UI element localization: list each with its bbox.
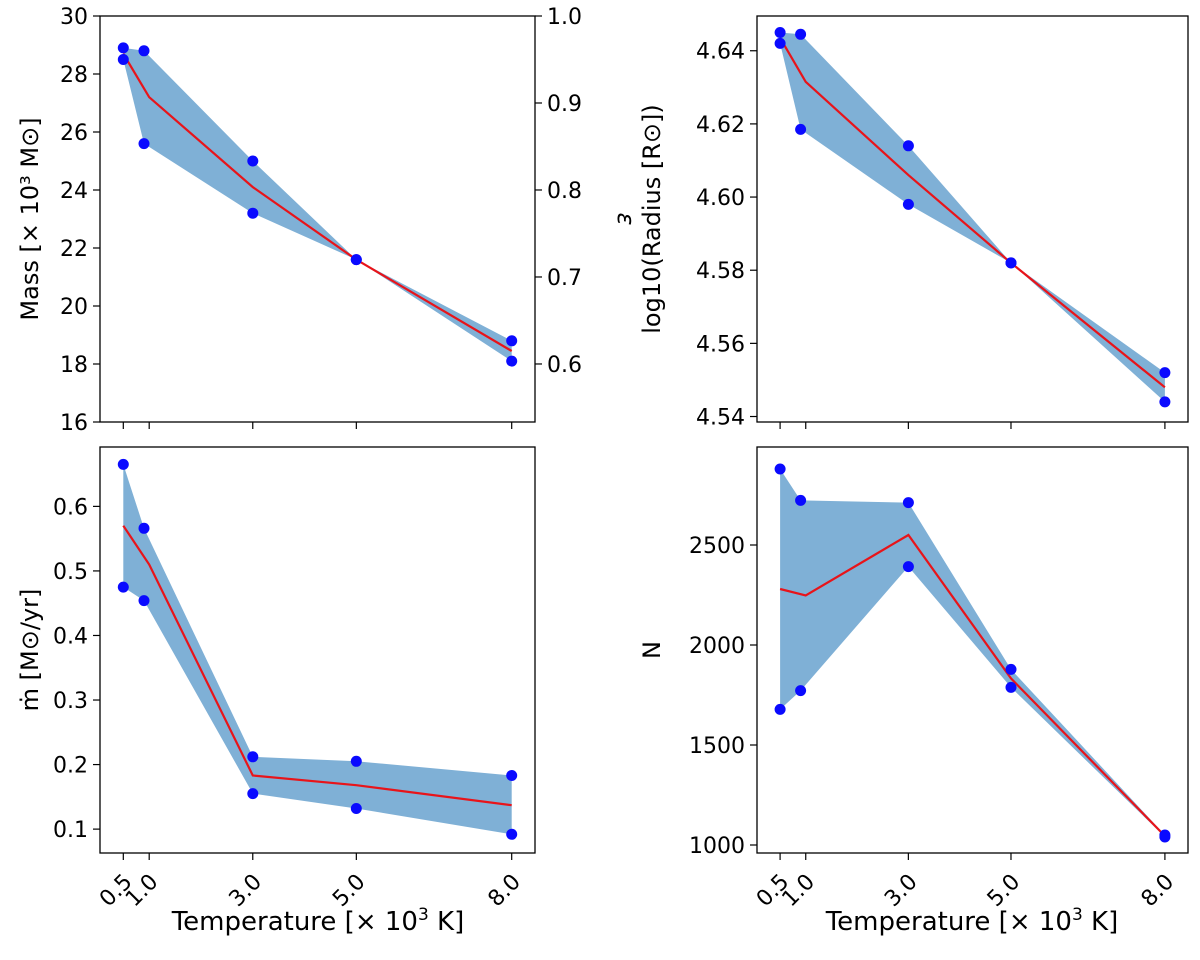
- data-point: [1159, 831, 1171, 843]
- mean-line: [122, 53, 513, 352]
- data-point: [902, 497, 914, 509]
- y-tick-label: 2000: [689, 634, 745, 659]
- data-point: [902, 198, 914, 210]
- data-point: [138, 595, 150, 607]
- data-point: [795, 123, 807, 135]
- data-point: [506, 828, 518, 840]
- data-point: [138, 138, 150, 150]
- y-tick-label: 0.2: [53, 754, 88, 779]
- y-tick-label: 4.60: [696, 186, 745, 211]
- x-axis-label-right: Temperature [× 103 K]: [825, 905, 1119, 937]
- panel-radius: 4.54 4.56 4.58 4.60 4.62 4.64 log10(Radius [R⊙…: [638, 15, 1189, 431]
- x-tick-label: 8.0: [484, 870, 526, 912]
- panel-mass: 16 18 20 22 24 26 28 30 0.6 0.7 0.8 0.9 1.0 ε Mass [× …: [16, 5, 640, 436]
- data-point: [350, 755, 362, 767]
- data-point: [506, 770, 518, 781]
- data-point: [247, 751, 259, 763]
- data-point: [902, 561, 914, 573]
- y-tick-label: 30: [60, 5, 88, 30]
- mean-line: [779, 37, 1166, 389]
- y-tick-label: 22: [60, 237, 88, 262]
- y-tick-label: 2500: [689, 534, 745, 559]
- y-tick-label: 0.5: [53, 560, 88, 585]
- data-point: [506, 355, 518, 367]
- data-point: [247, 788, 259, 800]
- data-point: [1005, 257, 1017, 269]
- x-tick-label: 3.0: [880, 870, 922, 912]
- x-tick-label: 5.0: [328, 870, 370, 912]
- x-axis-label-left: Temperature [× 103 K]: [171, 905, 465, 937]
- data-point: [1159, 396, 1171, 408]
- spread-band: [780, 469, 1165, 837]
- spread-band: [780, 32, 1165, 402]
- spread-band: [123, 47, 512, 362]
- y-axis-label: N: [638, 641, 666, 659]
- data-point: [795, 28, 807, 40]
- spread-band: [123, 464, 512, 835]
- data-point: [138, 522, 150, 534]
- y-tick-label: 26: [60, 121, 88, 146]
- data-point: [117, 458, 129, 470]
- data-point: [902, 140, 914, 152]
- data-point: [506, 335, 518, 347]
- data-point: [117, 54, 129, 65]
- y-tick-label: 0.6: [53, 495, 88, 520]
- y-tick-label: 0.1: [53, 818, 88, 843]
- y-tick-label: 24: [60, 179, 88, 204]
- data-point: [795, 494, 807, 506]
- y2-tick-label: 0.8: [547, 179, 582, 204]
- y-tick-label: 18: [60, 353, 88, 378]
- y-tick-label: 20: [60, 295, 88, 320]
- data-point: [795, 685, 807, 697]
- data-point: [774, 27, 786, 38]
- y2-tick-label: 0.7: [547, 266, 582, 291]
- y-tick-label: 16: [60, 411, 88, 436]
- data-point: [247, 207, 259, 219]
- x-tick-label: 1.0: [778, 870, 820, 912]
- x-tick-label: 5.0: [983, 870, 1025, 912]
- mean-line: [122, 525, 512, 807]
- axes-frame: [99, 15, 536, 423]
- y-tick-label: 4.62: [696, 113, 745, 138]
- y-axis-label: log10(Radius [R⊙]): [638, 104, 666, 333]
- y2-tick-label: 0.9: [547, 92, 582, 117]
- y-tick-label: 1000: [689, 834, 745, 859]
- y-tick-label: 4.64: [696, 40, 745, 65]
- data-point: [1005, 663, 1017, 675]
- y2-tick-label: 1.0: [547, 5, 582, 30]
- x-tick-label: 3.0: [225, 870, 267, 912]
- data-point: [774, 37, 786, 49]
- data-point: [117, 42, 129, 54]
- axes-frame: [756, 15, 1189, 423]
- y-tick-label: 4.56: [696, 332, 745, 357]
- axes-frame: [756, 446, 1189, 854]
- y2-axis-label: ε: [612, 213, 640, 226]
- y-tick-label: 0.3: [53, 689, 88, 714]
- y2-tick-label: 0.6: [547, 353, 582, 378]
- data-point: [774, 703, 786, 715]
- x-tick-label: 1.0: [121, 870, 163, 912]
- y-axis-label: Mass [× 10³ M⊙]: [16, 117, 44, 320]
- data-point: [774, 463, 786, 475]
- data-point: [117, 581, 129, 593]
- y-axis-label: ṁ [M⊙/yr]: [16, 589, 44, 712]
- data-point: [350, 803, 362, 814]
- data-point: [1005, 681, 1017, 693]
- mean-line: [779, 533, 1166, 837]
- data-point: [247, 155, 259, 167]
- y-tick-label: 4.54: [696, 406, 745, 431]
- data-point: [138, 45, 150, 57]
- data-point: [1159, 367, 1171, 379]
- y-tick-label: 4.58: [696, 259, 745, 284]
- panel-mdot: 0.10.20.30.40.50.60.51.0 3.0 5.0 8.0ṁ [M⊙/y…: [16, 446, 536, 912]
- y-tick-label: 0.4: [53, 624, 88, 649]
- data-point: [350, 254, 362, 266]
- y-tick-label: 28: [60, 63, 88, 88]
- x-tick-label: 8.0: [1137, 870, 1179, 912]
- y-tick-label: 1500: [689, 734, 745, 759]
- axes-frame: [99, 446, 536, 854]
